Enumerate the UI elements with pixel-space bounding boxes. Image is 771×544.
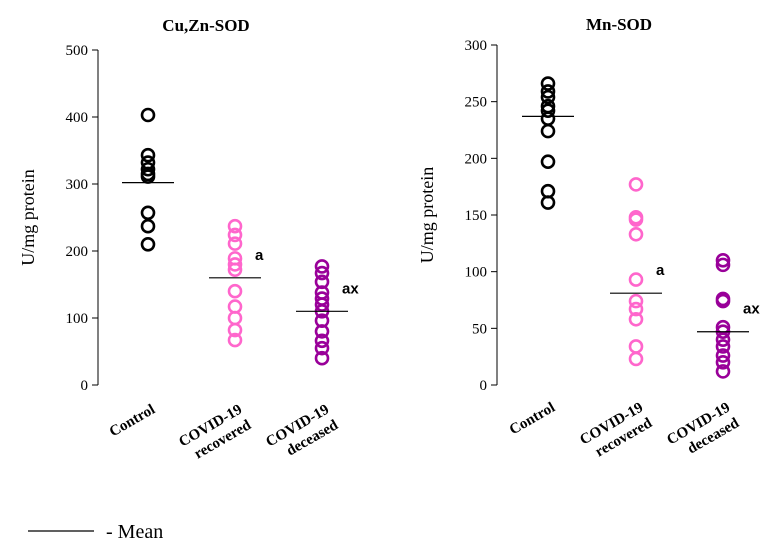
data-point-covid-19-deceased-7 xyxy=(715,339,731,354)
y-tick-label-100: 100 xyxy=(66,311,89,327)
data-point-covid-19-recovered-4 xyxy=(628,272,644,287)
data-point-covid-19-recovered-5 xyxy=(628,293,644,309)
category-label-line: Control xyxy=(507,400,558,439)
category-label-covid-19-deceased: COVID-19deceased xyxy=(664,399,742,464)
y-tick-label-200: 200 xyxy=(465,151,488,167)
data-point-control-5 xyxy=(540,111,556,126)
data-point-covid-19-deceased-3 xyxy=(715,293,731,309)
data-point-covid-19-deceased-10 xyxy=(314,340,330,356)
significance-label-covid-19-recovered: a xyxy=(255,247,264,264)
y-axis-label: U/mg protein xyxy=(18,169,38,266)
y-tick-label-300: 300 xyxy=(66,177,89,193)
data-point-control-8 xyxy=(140,237,156,252)
y-tick-label-300: 300 xyxy=(465,38,488,54)
data-point-covid-19-recovered-8 xyxy=(628,339,644,354)
data-point-covid-19-deceased-5 xyxy=(314,297,330,312)
data-point-control-1 xyxy=(140,147,156,163)
data-point-covid-19-deceased-10 xyxy=(715,364,731,379)
data-point-covid-19-recovered-0 xyxy=(227,218,243,234)
data-point-covid-19-recovered-6 xyxy=(628,301,644,317)
data-point-covid-19-deceased-9 xyxy=(715,355,731,370)
y-tick-label-500: 500 xyxy=(66,43,89,59)
category-label-control: Control xyxy=(107,402,158,441)
category-label-line: Control xyxy=(107,402,158,441)
y-tick-label-0: 0 xyxy=(480,378,488,394)
data-point-covid-19-deceased-9 xyxy=(314,333,330,349)
data-point-covid-19-recovered-5 xyxy=(227,262,243,278)
significance-label-covid-19-deceased: ax xyxy=(342,280,359,297)
data-point-covid-19-recovered-9 xyxy=(227,322,243,338)
data-point-covid-19-deceased-0 xyxy=(715,253,731,268)
data-point-covid-19-recovered-2 xyxy=(227,236,243,251)
y-tick-label-200: 200 xyxy=(66,244,89,260)
y-tick-label-50: 50 xyxy=(472,321,487,337)
data-point-control-3 xyxy=(140,161,156,177)
y-tick-label-150: 150 xyxy=(465,208,488,224)
data-point-covid-19-deceased-6 xyxy=(715,332,731,347)
data-point-control-9 xyxy=(540,195,556,210)
data-point-covid-19-recovered-4 xyxy=(227,257,243,272)
chart-title: Mn-SOD xyxy=(586,15,652,34)
y-axis-label: U/mg protein xyxy=(417,167,437,264)
category-label-covid-19-deceased: COVID-19deceased xyxy=(263,401,341,466)
data-point-covid-19-recovered-7 xyxy=(628,311,644,327)
chart-title: Cu,Zn-SOD xyxy=(162,16,249,35)
significance-label-covid-19-recovered: a xyxy=(656,262,665,279)
data-point-covid-19-deceased-8 xyxy=(314,324,330,339)
data-point-covid-19-deceased-8 xyxy=(715,348,731,363)
data-point-covid-19-recovered-2 xyxy=(628,212,644,227)
data-point-covid-19-deceased-1 xyxy=(314,265,330,281)
data-point-covid-19-deceased-0 xyxy=(314,259,330,274)
y-tick-label-250: 250 xyxy=(465,95,488,111)
data-point-covid-19-recovered-9 xyxy=(628,351,644,367)
data-point-control-1 xyxy=(540,84,556,99)
data-point-control-6 xyxy=(540,123,556,139)
data-point-covid-19-recovered-3 xyxy=(628,226,644,242)
legend-mean-label: - Mean xyxy=(106,521,163,543)
category-label-covid-19-recovered: COVID-19recovered xyxy=(577,399,655,464)
data-point-control-7 xyxy=(140,218,156,234)
y-tick-label-400: 400 xyxy=(66,110,89,126)
data-point-covid-19-recovered-0 xyxy=(628,177,644,192)
data-point-covid-19-recovered-10 xyxy=(227,332,243,348)
data-point-control-7 xyxy=(540,154,556,170)
legend: - Mean xyxy=(28,521,163,543)
data-point-covid-19-deceased-11 xyxy=(314,350,330,366)
data-point-covid-19-recovered-1 xyxy=(227,227,243,243)
data-point-control-6 xyxy=(140,205,156,221)
category-label-covid-19-recovered: COVID-19recovered xyxy=(176,401,254,466)
y-tick-label-100: 100 xyxy=(465,265,488,281)
chart-cuzn-sod: Cu,Zn-SOD 0 100 200 300 400 500 U/mg protein a ax… xyxy=(18,16,359,466)
data-point-control-0 xyxy=(140,107,156,123)
data-point-control-0 xyxy=(540,76,556,91)
data-point-covid-19-deceased-1 xyxy=(715,257,731,273)
category-label-control: Control xyxy=(507,400,558,439)
data-point-control-2 xyxy=(540,89,556,105)
data-point-covid-19-recovered-6 xyxy=(227,283,243,299)
y-tick-label-0: 0 xyxy=(81,378,89,394)
significance-label-covid-19-deceased: ax xyxy=(743,301,760,318)
chart-mn-sod: Mn-SOD 0 50 100 150 200 250 300 U/mg protein a ax C… xyxy=(417,15,760,464)
